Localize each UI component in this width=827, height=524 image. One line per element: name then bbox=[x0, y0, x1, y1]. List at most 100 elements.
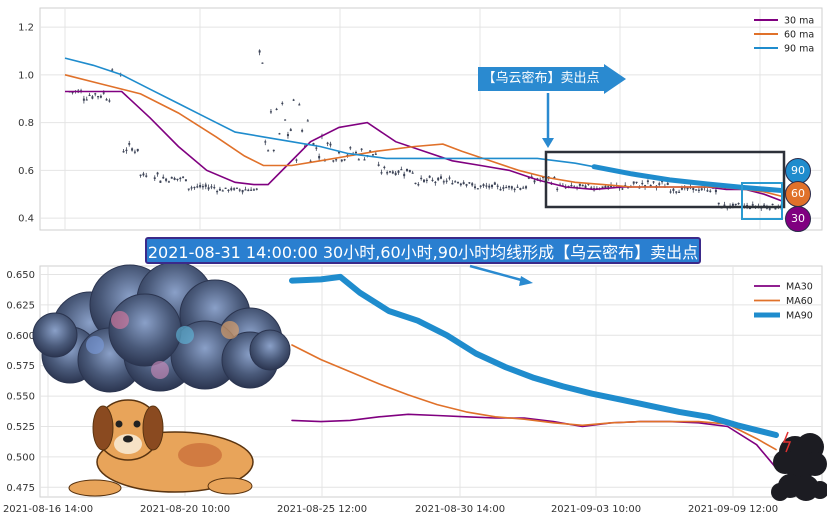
candle-body bbox=[519, 188, 522, 190]
candle-body bbox=[111, 69, 114, 71]
dog-illustration bbox=[68, 399, 254, 497]
candle-body bbox=[505, 186, 508, 189]
candle-body bbox=[641, 182, 644, 185]
bottom-y-tick-label: 0.625 bbox=[6, 300, 35, 311]
candle-body bbox=[289, 129, 292, 131]
candle-body bbox=[218, 188, 221, 191]
storm-cloud-icon bbox=[771, 431, 827, 501]
ma90-badge: 90 bbox=[785, 158, 811, 184]
cloud-puff bbox=[108, 293, 182, 367]
candle-body bbox=[363, 159, 366, 161]
candle-body bbox=[414, 182, 417, 185]
signal-box bbox=[544, 150, 786, 209]
candle-body bbox=[235, 187, 238, 189]
candle-body bbox=[482, 184, 485, 187]
candle-body bbox=[264, 141, 267, 143]
candle-body bbox=[400, 169, 403, 171]
decorations bbox=[32, 261, 827, 501]
candle-body bbox=[448, 177, 451, 179]
bottom-x-tick-label: 2021-08-20 10:00 bbox=[140, 504, 230, 515]
candle-body bbox=[405, 168, 408, 172]
candle-body bbox=[768, 208, 771, 210]
candle-body bbox=[323, 160, 326, 162]
candle-body bbox=[423, 179, 425, 182]
candle-body bbox=[731, 203, 734, 206]
dog-paw bbox=[68, 479, 122, 497]
candle-body bbox=[301, 130, 304, 132]
candle-body bbox=[454, 181, 457, 183]
signal-banner: 2021-08-31 14:00:00 30小时,60小时,90小时均线形成【乌… bbox=[145, 237, 701, 264]
candle-body bbox=[94, 93, 97, 95]
candle-body bbox=[706, 190, 709, 192]
top-y-tick-label: 1.2 bbox=[18, 23, 34, 34]
candle-body bbox=[371, 154, 374, 156]
bottom-line-MA30 bbox=[291, 413, 777, 469]
candle-body bbox=[354, 151, 357, 154]
bottom-y-tick-label: 0.650 bbox=[6, 270, 35, 281]
bottom-y-tick-label: 0.475 bbox=[6, 483, 35, 494]
candle-body bbox=[238, 189, 241, 191]
candle-body bbox=[638, 187, 641, 189]
candle-body bbox=[604, 185, 607, 189]
candle-body bbox=[142, 173, 145, 176]
candle-body bbox=[408, 169, 411, 173]
candle-body bbox=[397, 170, 400, 173]
candle-body bbox=[105, 99, 108, 101]
candle-body bbox=[102, 92, 105, 94]
candle-body bbox=[417, 184, 420, 186]
candle-body bbox=[241, 190, 244, 193]
candle-body bbox=[337, 151, 340, 154]
candle-body bbox=[425, 179, 428, 182]
bottom-legend-label: MA90 bbox=[786, 311, 813, 322]
candle-body bbox=[136, 148, 139, 152]
candle-body bbox=[196, 186, 199, 188]
candle-body bbox=[502, 187, 505, 189]
bottom-x-tick-label: 2021-09-03 10:00 bbox=[551, 504, 641, 515]
candle-body bbox=[474, 186, 477, 189]
candle-body bbox=[85, 99, 88, 101]
top-y-tick-label: 1.0 bbox=[18, 70, 34, 81]
candle-body bbox=[496, 185, 499, 187]
candle-body bbox=[652, 181, 655, 183]
candle-body bbox=[516, 186, 519, 188]
candle-body bbox=[488, 185, 491, 188]
candle-body bbox=[159, 180, 162, 183]
candle-body bbox=[156, 172, 159, 175]
candle-body bbox=[278, 133, 281, 135]
candle-body bbox=[190, 187, 193, 189]
cloud-highlight bbox=[151, 361, 169, 379]
top-legend-label: 60 ma bbox=[784, 30, 814, 41]
candle-body bbox=[697, 189, 700, 191]
candle-body bbox=[165, 178, 168, 181]
dog-ear-left bbox=[92, 405, 114, 451]
candle-body bbox=[380, 172, 383, 174]
candle-body bbox=[717, 202, 720, 205]
candle-body bbox=[646, 180, 649, 182]
bottom-y-tick-label: 0.600 bbox=[6, 331, 35, 342]
candle-body bbox=[199, 185, 202, 188]
candle-body bbox=[451, 182, 454, 185]
candle-body bbox=[386, 172, 389, 174]
candle-body bbox=[462, 182, 465, 185]
candle-body bbox=[153, 177, 156, 180]
top-ma-line-60-ma bbox=[64, 74, 784, 198]
candle-body bbox=[298, 104, 301, 106]
candle-body bbox=[269, 111, 272, 113]
candle-body bbox=[391, 171, 394, 174]
top-chart-panel: 0.4 0.6 0.8 1.0 1.2 30 ma 60 ma 90 ma bbox=[18, 7, 823, 231]
sell-signal-tag: 【乌云密布】卖出点 bbox=[478, 64, 628, 94]
candle-body bbox=[587, 183, 590, 185]
candle-body bbox=[332, 160, 335, 162]
bottom-legend: MA30 MA60 MA90 bbox=[754, 282, 813, 322]
candle-body bbox=[145, 175, 148, 177]
candle-body bbox=[227, 189, 230, 191]
candle-body bbox=[258, 50, 261, 53]
latest-box bbox=[741, 182, 783, 220]
candle-body bbox=[411, 172, 414, 174]
top-legend-label: 30 ma bbox=[784, 16, 814, 27]
candle-body bbox=[99, 95, 102, 98]
candle-body bbox=[193, 186, 196, 189]
candle-body bbox=[632, 181, 635, 184]
candle-body bbox=[658, 183, 661, 185]
